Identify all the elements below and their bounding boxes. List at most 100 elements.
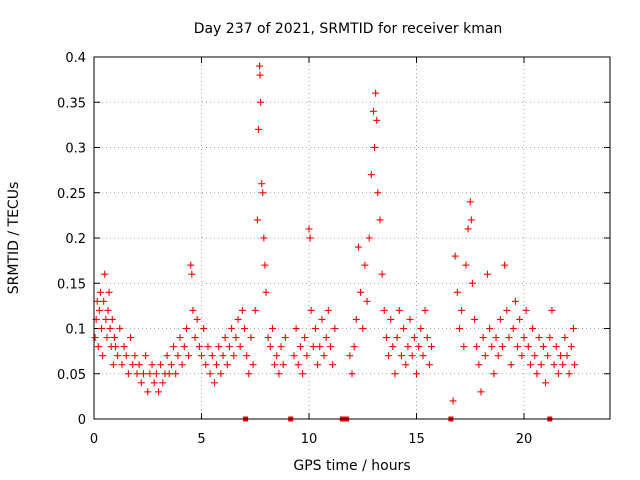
- data-point: [264, 334, 272, 342]
- data-point: [95, 306, 103, 314]
- data-point: [460, 343, 468, 351]
- data-point: [518, 352, 526, 360]
- data-point: [204, 343, 212, 351]
- data-point: [200, 325, 208, 332]
- data-point: [104, 306, 112, 314]
- data-point: [522, 306, 530, 314]
- x-tick-label: 5: [197, 432, 205, 447]
- data-point: [131, 352, 139, 360]
- data-point: [157, 361, 165, 369]
- data-point: [458, 306, 466, 314]
- data-point: [114, 352, 122, 360]
- data-point: [103, 334, 111, 342]
- data-point: [215, 343, 223, 351]
- x-tick-label: 0: [90, 432, 98, 447]
- data-point: [563, 352, 571, 360]
- data-point: [110, 334, 118, 342]
- data-point: [230, 352, 238, 360]
- data-point: [232, 334, 240, 342]
- data-point: [139, 370, 147, 378]
- data-point: [305, 225, 313, 233]
- data-point: [389, 343, 397, 351]
- data-points: [91, 62, 579, 422]
- data-point: [413, 370, 420, 378]
- data-point: [327, 343, 334, 351]
- data-point: [112, 343, 119, 351]
- data-point: [385, 352, 393, 360]
- data-point: [565, 370, 573, 378]
- data-point: [178, 361, 186, 369]
- data-point: [228, 325, 236, 332]
- data-point: [324, 306, 332, 314]
- data-point: [400, 325, 408, 332]
- data-point: [94, 343, 102, 351]
- data-point: [514, 343, 522, 351]
- data-point: [557, 352, 565, 360]
- data-point: [380, 306, 388, 314]
- data-point: [238, 306, 246, 314]
- data-point: [198, 352, 205, 360]
- data-point: [309, 343, 317, 351]
- data-point: [503, 306, 511, 314]
- data-point: [479, 334, 487, 342]
- data-point: [374, 189, 382, 197]
- data-point: [296, 343, 304, 351]
- chart-title: Day 237 of 2021, SRMTID for receiver kma…: [194, 21, 503, 37]
- data-point: [520, 334, 528, 342]
- y-tick-label: 0.15: [57, 277, 86, 292]
- data-point: [537, 361, 545, 369]
- data-point: [361, 261, 369, 269]
- data-point: [277, 343, 285, 351]
- data-point: [509, 325, 517, 332]
- data-point: [243, 352, 251, 360]
- y-tick-label: 0.3: [65, 142, 86, 157]
- data-point: [144, 388, 152, 396]
- data-point: [279, 361, 287, 369]
- y-tick-label: 0.25: [57, 187, 86, 202]
- axis-ticks: 0 0.05 0.1 0.15 0.2 0.25 0.3 0.35 0.4 0 5 10 15 20: [57, 51, 610, 447]
- data-point: [208, 352, 216, 360]
- data-point: [105, 288, 113, 296]
- data-point: [271, 361, 279, 369]
- y-tick-label: 0.4: [65, 51, 86, 66]
- data-point: [322, 334, 330, 342]
- data-point: [467, 216, 475, 224]
- data-point: [266, 343, 274, 351]
- data-point: [180, 343, 188, 351]
- data-point: [524, 343, 532, 351]
- data-point: [195, 343, 203, 351]
- data-point: [408, 352, 416, 360]
- data-point: [281, 334, 289, 342]
- data-point: [419, 352, 427, 360]
- data-point: [552, 343, 560, 351]
- data-point: [372, 89, 380, 97]
- data-point: [124, 370, 132, 378]
- data-point: [307, 306, 315, 314]
- data-point: [494, 352, 502, 360]
- data-point: [561, 334, 569, 342]
- data-point: [492, 334, 500, 342]
- data-point: [346, 352, 354, 360]
- x-tick-label: 10: [301, 432, 318, 447]
- data-point: [241, 325, 248, 332]
- data-point: [483, 270, 491, 278]
- data-point: [303, 352, 311, 360]
- data-point: [127, 334, 135, 342]
- data-point: [404, 343, 412, 351]
- data-point: [256, 71, 264, 79]
- x-tick-label: 20: [516, 432, 533, 447]
- data-point: [468, 279, 476, 287]
- data-point: [370, 107, 377, 115]
- data-point: [189, 306, 197, 314]
- data-point: [311, 325, 319, 332]
- data-point: [102, 315, 110, 323]
- data-point: [402, 361, 410, 369]
- data-point: [142, 352, 150, 360]
- data-point: [268, 325, 276, 332]
- data-point: [96, 288, 104, 296]
- data-point: [501, 261, 509, 269]
- data-point: [320, 352, 328, 360]
- data-point: [453, 288, 461, 296]
- x-tick-label: 15: [408, 432, 425, 447]
